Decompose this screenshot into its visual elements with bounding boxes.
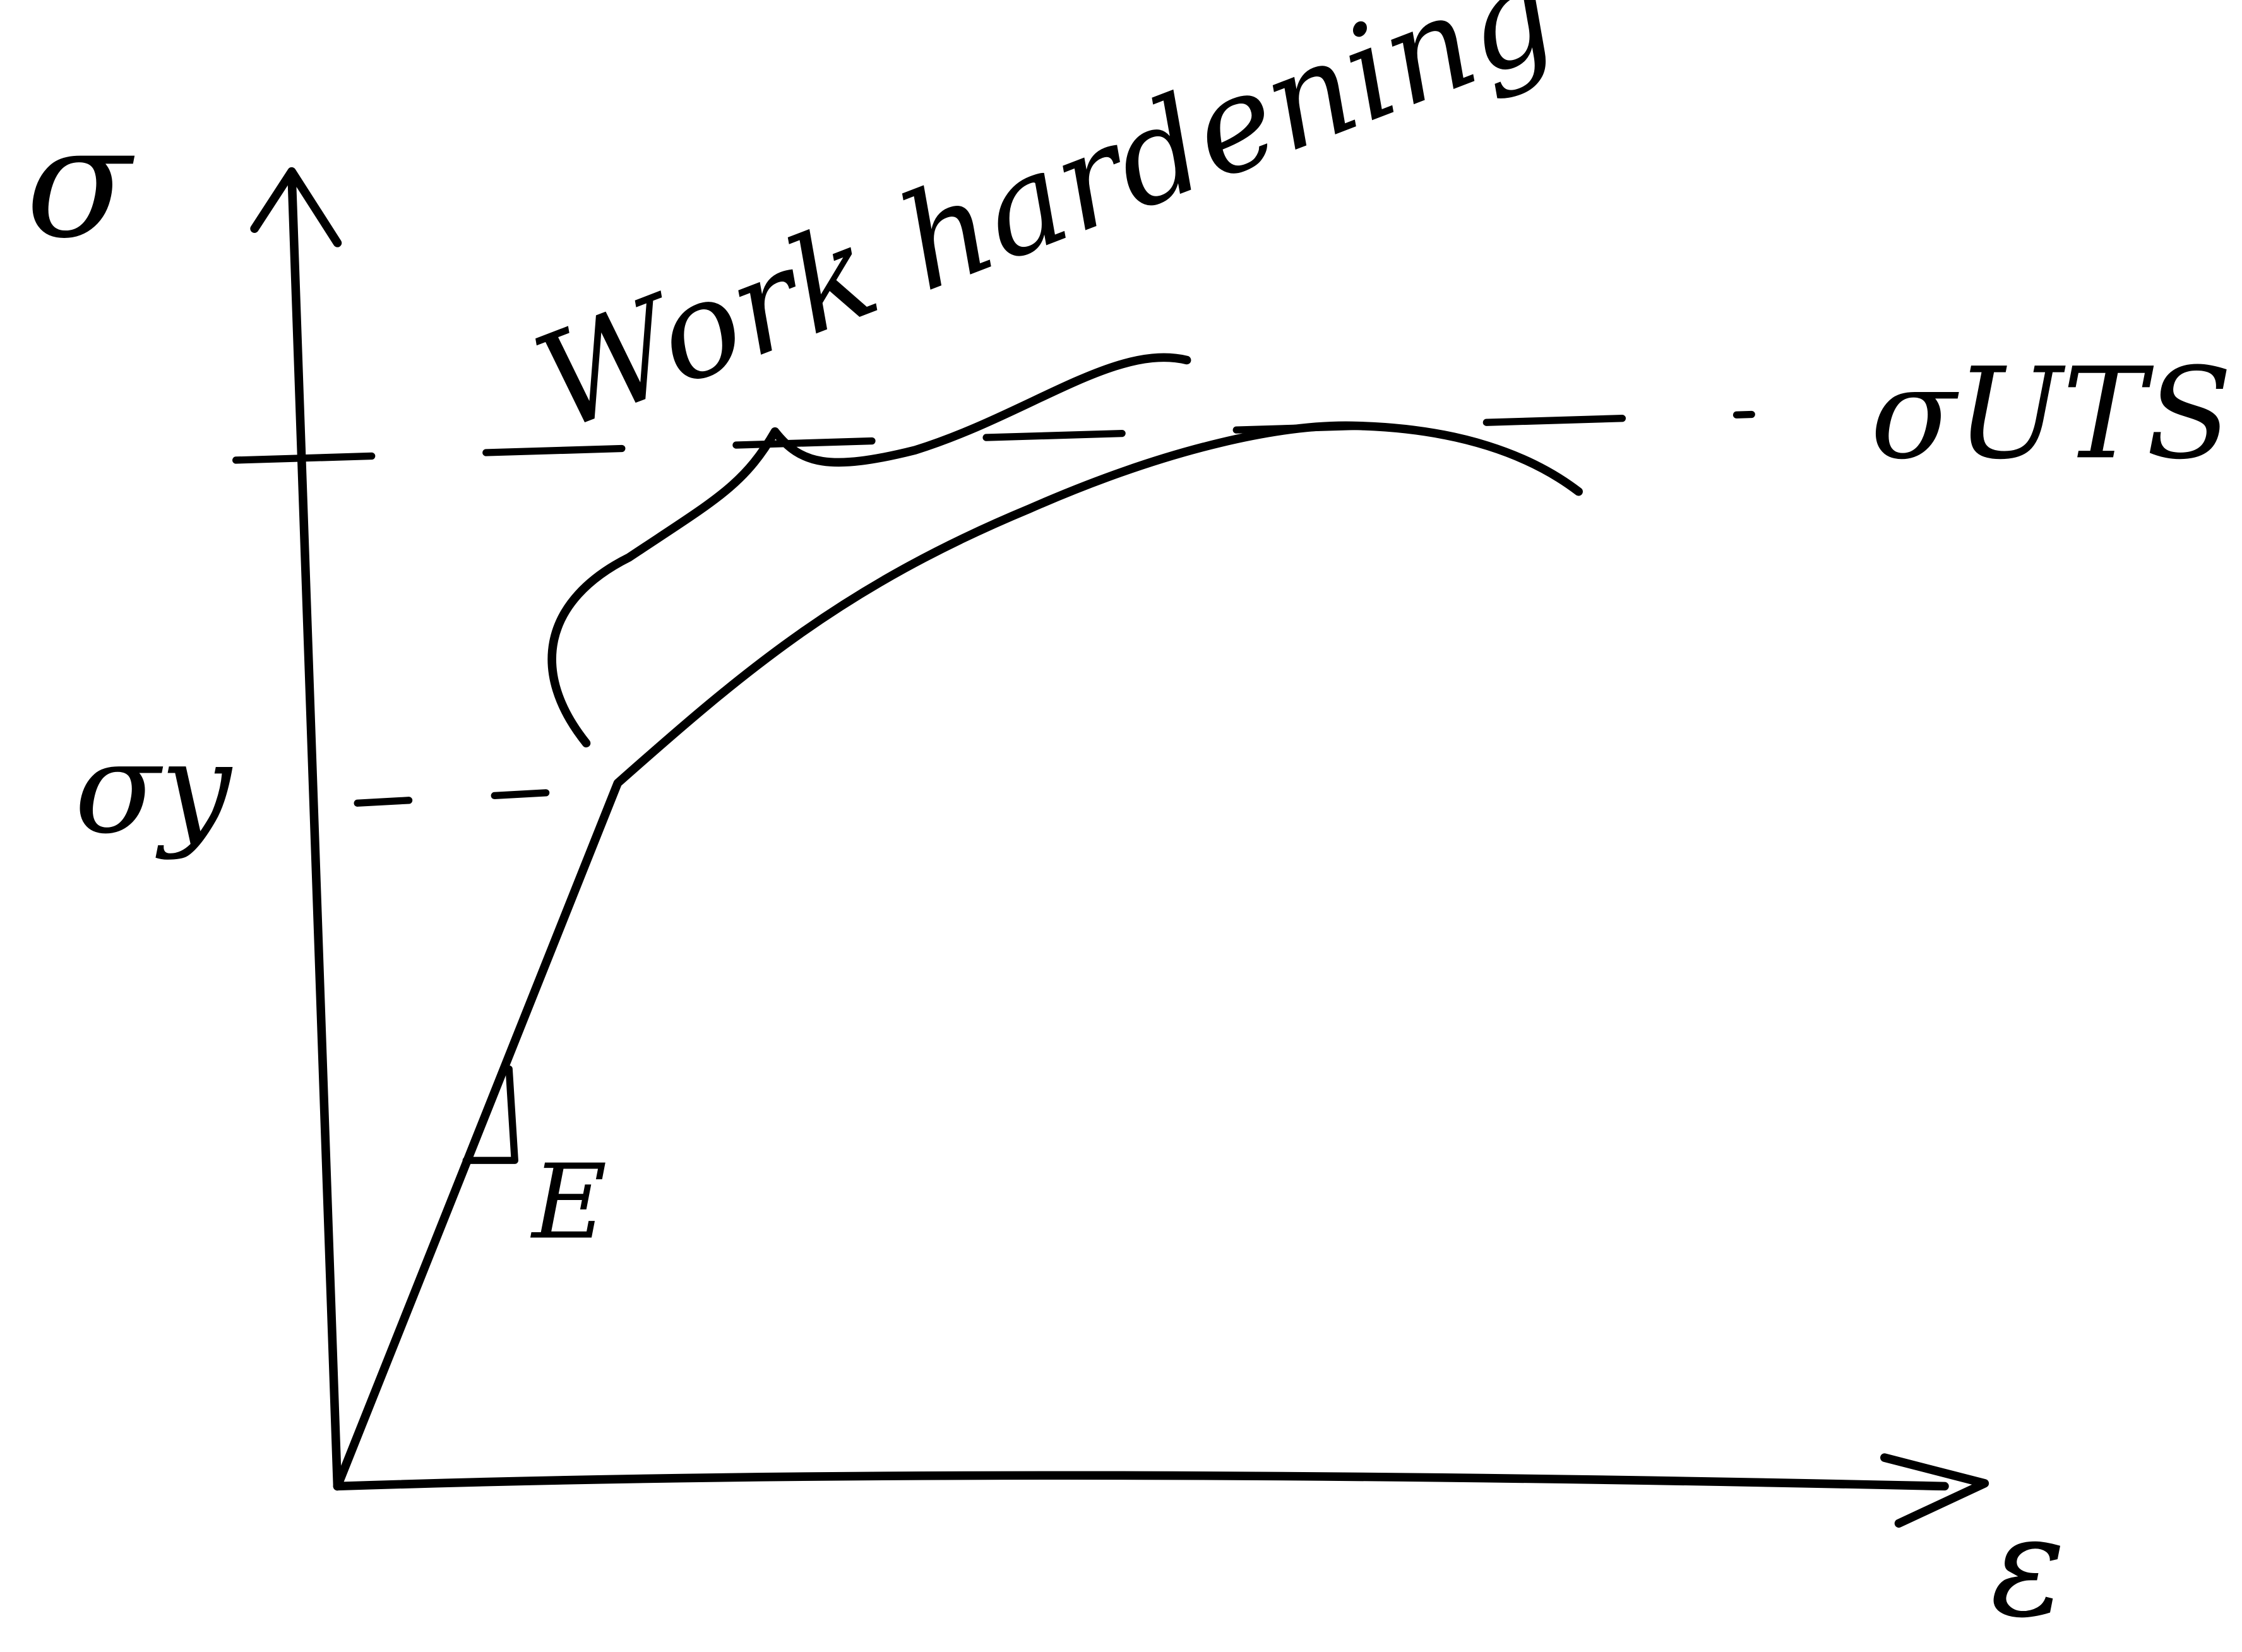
y-axis-arrowhead	[250, 167, 342, 247]
work-hardening-brace	[547, 353, 1191, 747]
x-axis-label: ε	[1990, 1485, 2065, 1648]
x-axis-arrowhead	[1880, 1453, 1989, 1528]
x-axis	[333, 1471, 1949, 1491]
yield-stress-label: σy	[75, 715, 233, 862]
yield-stress-dashed-line	[354, 785, 621, 807]
modulus-slope-triangle	[462, 1065, 518, 1164]
modulus-label: E	[530, 1143, 607, 1263]
y-axis-label: σ	[26, 93, 135, 273]
stress-strain-curve	[333, 421, 1583, 1491]
uts-label: σUTS	[1870, 340, 2232, 487]
uts-dashed-line	[232, 410, 1755, 464]
y-axis	[287, 170, 342, 1491]
